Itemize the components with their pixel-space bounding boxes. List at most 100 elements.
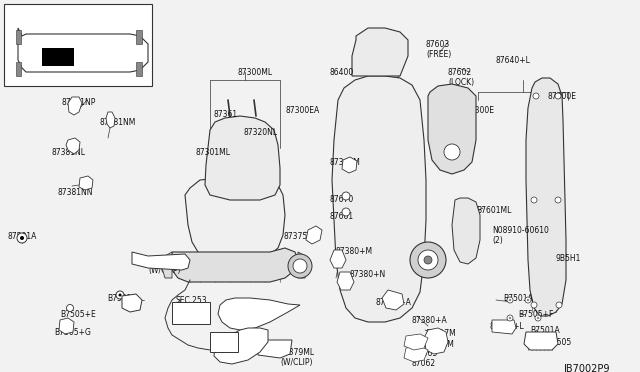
Text: B7505+G: B7505+G: [54, 328, 91, 337]
Polygon shape: [122, 294, 142, 312]
Circle shape: [20, 236, 24, 240]
Text: 87300ML: 87300ML: [238, 68, 273, 77]
Circle shape: [424, 256, 432, 264]
Polygon shape: [106, 112, 115, 128]
Text: N08910-60610: N08910-60610: [492, 226, 549, 235]
Text: 87380+N: 87380+N: [350, 270, 387, 279]
Circle shape: [531, 197, 537, 203]
Text: 87380+L: 87380+L: [490, 322, 525, 331]
Polygon shape: [452, 198, 480, 264]
Circle shape: [531, 302, 537, 308]
Text: 87379ML: 87379ML: [280, 348, 315, 357]
Text: 87300E: 87300E: [548, 92, 577, 101]
Circle shape: [342, 208, 350, 216]
Polygon shape: [205, 116, 280, 200]
Text: 87062: 87062: [412, 359, 436, 368]
Polygon shape: [59, 318, 74, 334]
Bar: [4, 4, 152, 86]
Polygon shape: [79, 176, 93, 190]
Circle shape: [418, 250, 438, 270]
Text: 87381NM: 87381NM: [100, 118, 136, 127]
Text: 87301ML: 87301ML: [196, 148, 231, 157]
Bar: [16, 30, 21, 44]
Circle shape: [555, 93, 561, 99]
Circle shape: [17, 233, 27, 243]
Bar: [210, 332, 238, 352]
Circle shape: [527, 299, 529, 301]
Text: 87380+A: 87380+A: [412, 316, 448, 325]
Polygon shape: [66, 138, 80, 154]
Bar: [172, 302, 210, 324]
Circle shape: [533, 93, 539, 99]
Text: (W/CLIP): (W/CLIP): [280, 358, 312, 367]
Text: 87501A: 87501A: [8, 232, 37, 241]
Polygon shape: [258, 340, 292, 358]
Text: 87381NP: 87381NP: [62, 98, 97, 107]
Polygon shape: [428, 84, 476, 174]
Polygon shape: [162, 252, 172, 278]
Text: 87661: 87661: [330, 212, 354, 221]
Circle shape: [342, 192, 350, 200]
Text: 87069: 87069: [214, 336, 238, 345]
Polygon shape: [424, 328, 448, 354]
Text: (W/CLIP): (W/CLIP): [148, 266, 180, 275]
Polygon shape: [524, 332, 558, 350]
Text: 87670: 87670: [330, 195, 355, 204]
Circle shape: [288, 254, 312, 278]
Text: B7501A: B7501A: [530, 326, 560, 335]
Text: 87066M: 87066M: [423, 340, 454, 349]
Circle shape: [444, 144, 460, 160]
Polygon shape: [332, 76, 426, 322]
Circle shape: [507, 297, 513, 303]
Text: (LOCK): (LOCK): [448, 78, 474, 87]
Bar: [136, 62, 142, 76]
Polygon shape: [492, 320, 516, 334]
Text: 87375MM: 87375MM: [284, 232, 321, 241]
Text: B7601ML: B7601ML: [476, 206, 511, 215]
Circle shape: [118, 294, 122, 296]
Polygon shape: [404, 346, 428, 362]
Polygon shape: [214, 328, 268, 364]
Text: 87317M: 87317M: [425, 329, 456, 338]
Polygon shape: [337, 272, 354, 290]
Polygon shape: [306, 226, 322, 244]
Text: SEC.253: SEC.253: [176, 296, 207, 305]
Text: B7501A: B7501A: [107, 294, 137, 303]
Text: 87505: 87505: [548, 338, 572, 347]
Text: (2): (2): [492, 236, 503, 245]
Circle shape: [507, 315, 513, 321]
Text: B7501A: B7501A: [503, 294, 532, 303]
Text: 87346M: 87346M: [330, 158, 361, 167]
Text: 87063: 87063: [414, 349, 438, 358]
Circle shape: [555, 197, 561, 203]
Polygon shape: [298, 252, 308, 278]
Text: 87640+L: 87640+L: [496, 56, 531, 65]
Polygon shape: [68, 97, 82, 115]
Polygon shape: [526, 78, 566, 316]
Text: 87300EA: 87300EA: [285, 106, 319, 115]
Text: 87381NN: 87381NN: [58, 188, 93, 197]
Text: 87603: 87603: [426, 40, 451, 49]
Polygon shape: [342, 157, 357, 173]
Text: 87381NL: 87381NL: [52, 148, 86, 157]
Circle shape: [509, 299, 511, 301]
Text: 87300E: 87300E: [466, 106, 495, 115]
Polygon shape: [382, 290, 404, 310]
Circle shape: [410, 242, 446, 278]
Polygon shape: [18, 28, 148, 72]
Polygon shape: [132, 252, 190, 270]
Text: 86400: 86400: [330, 68, 355, 77]
Bar: [136, 30, 142, 44]
Text: 87380+M: 87380+M: [335, 247, 372, 256]
Polygon shape: [185, 178, 285, 260]
Text: 87602: 87602: [448, 68, 472, 77]
Polygon shape: [218, 298, 300, 330]
Bar: [16, 62, 21, 76]
Text: (FREE): (FREE): [426, 50, 451, 59]
Circle shape: [556, 302, 562, 308]
Polygon shape: [330, 250, 346, 268]
Text: JB7002P9: JB7002P9: [563, 364, 610, 372]
Text: 87643+A: 87643+A: [376, 298, 412, 307]
Polygon shape: [404, 334, 428, 350]
Bar: [42, 48, 74, 66]
